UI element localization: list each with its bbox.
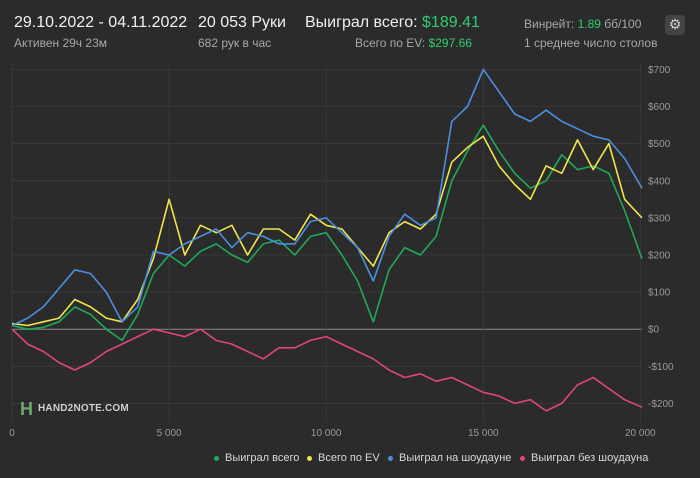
x-tick-label: 20 000 xyxy=(625,428,656,439)
y-tick-label: $100 xyxy=(648,288,671,299)
legend-dot xyxy=(520,455,525,461)
series-line xyxy=(11,68,643,327)
y-tick-label: $700 xyxy=(648,65,671,76)
series-line xyxy=(11,124,643,342)
series-line xyxy=(11,328,643,412)
winrate-unit: бб/100 xyxy=(604,17,642,31)
legend-dot xyxy=(388,455,393,461)
won-total-value: $189.41 xyxy=(422,14,480,31)
winrate-label: Винрейт: xyxy=(524,17,575,31)
legend-dot xyxy=(307,455,312,461)
x-tick-label: 15 000 xyxy=(468,428,499,439)
winrate-value: 1.89 xyxy=(577,17,601,31)
gear-icon[interactable]: ⚙ xyxy=(665,15,685,35)
legend-dot xyxy=(214,455,219,461)
legend-label: Всего по EV xyxy=(318,452,380,464)
legend-label: Выиграл на шоудауне xyxy=(399,452,512,464)
legend-label: Выиграл всего xyxy=(225,452,300,464)
y-tick-label: $0 xyxy=(648,325,660,336)
hands-per-hour: 682 рук в час xyxy=(198,36,272,50)
stats-header: 29.10.2022 - 04.11.2022 Активен 29ч 23м … xyxy=(0,0,700,58)
legend-label: Выиграл без шоудауна xyxy=(531,452,649,464)
ev-total: Всего по EV: $297.66 xyxy=(355,36,472,50)
y-tick-label: -$200 xyxy=(648,399,674,410)
legend-item[interactable]: Выиграл всего xyxy=(214,452,299,466)
y-tick-label: $400 xyxy=(648,176,671,187)
y-tick-label: $600 xyxy=(648,102,671,113)
won-total-label: Выиграл всего: xyxy=(305,14,418,31)
ev-total-value: $297.66 xyxy=(428,36,472,50)
hand2note-logo-text: HAND2NOTE.COM xyxy=(38,403,129,414)
won-total: Выиграл всего: $189.41 xyxy=(305,14,480,32)
winrate: Винрейт: 1.89 бб/100 xyxy=(524,17,641,31)
y-tick-label: $200 xyxy=(648,251,671,262)
y-tick-label: $500 xyxy=(648,139,671,150)
x-axis-ticks: 0 5 000 10 000 15 000 20 000 xyxy=(9,428,656,439)
y-tick-label: -$100 xyxy=(648,362,674,373)
legend-item[interactable]: Выиграл без шоудауна xyxy=(520,452,648,466)
chart-grid xyxy=(11,62,642,422)
legend-item[interactable]: Выиграл на шоудауне xyxy=(388,452,511,466)
y-tick-label: $300 xyxy=(648,213,671,224)
series-line xyxy=(11,135,643,327)
ev-total-label: Всего по EV: xyxy=(355,36,426,50)
date-range: 29.10.2022 - 04.11.2022 xyxy=(14,14,188,31)
legend-item[interactable]: Всего по EV xyxy=(307,452,380,466)
x-tick-label: 0 xyxy=(9,428,15,439)
x-tick-label: 10 000 xyxy=(311,428,342,439)
tables-count: 1 среднее число столов xyxy=(524,36,658,50)
hand2note-logo-icon: H xyxy=(20,399,33,419)
hands-count: 20 053 Руки xyxy=(198,14,286,31)
chart-series xyxy=(11,68,643,412)
y-axis-ticks: $700 $600 $500 $400 $300 $200 $100 $0 -$100 -$200 xyxy=(648,65,674,410)
x-tick-label: 5 000 xyxy=(157,428,182,439)
active-time: Активен 29ч 23м xyxy=(14,36,107,50)
